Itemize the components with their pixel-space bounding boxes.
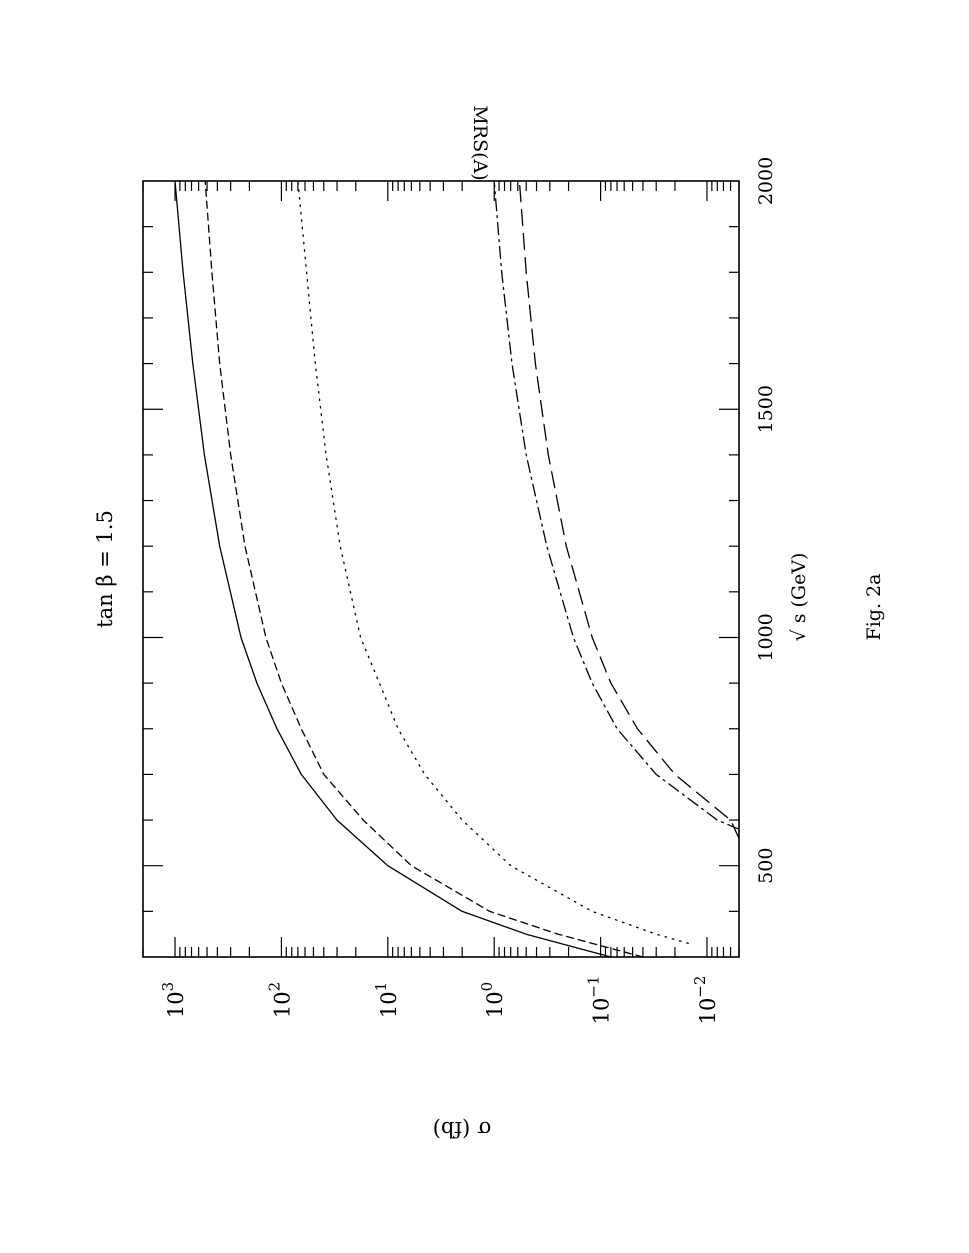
y-tick-label: 100 <box>478 982 507 1018</box>
plot-frame <box>142 180 740 958</box>
x-tick-labels: 500 1000 1500 2000 <box>755 157 777 884</box>
x-axis-label: √ s (GeV) <box>788 553 810 642</box>
svg-text:101: 101 <box>372 982 401 1018</box>
svg-text:102: 102 <box>265 982 294 1018</box>
corner-label: MRS(A) <box>469 105 491 180</box>
svg-text:10−1: 10−1 <box>585 976 614 1025</box>
x-tick-label: 1500 <box>755 385 777 433</box>
minor-ticks <box>142 181 740 957</box>
y-tick-label: 102 <box>265 982 294 1018</box>
series-layer <box>174 180 740 958</box>
series-4-dashdot-line <box>493 180 740 830</box>
svg-text:103: 103 <box>159 982 188 1018</box>
x-tick-label: 500 <box>755 848 777 884</box>
chart-title: tan β = 1.5 <box>93 510 117 628</box>
svg-text:100: 100 <box>478 982 507 1018</box>
series-2-dashed-line <box>204 180 644 958</box>
y-axis-label: σ (fb) <box>433 1117 492 1141</box>
x-tick-label: 1000 <box>755 613 777 661</box>
figure-caption: Fig. 2a <box>863 574 885 641</box>
svg-text:10−2: 10−2 <box>691 976 720 1025</box>
series-1-solid-line <box>174 180 612 958</box>
y-tick-label: 10−1 <box>585 976 614 1025</box>
y-tick-labels: 10−2 10−1 100 101 102 103 <box>159 976 720 1025</box>
series-3-dotted-line <box>297 180 689 944</box>
major-ticks <box>143 181 739 957</box>
y-tick-label: 10−2 <box>691 976 720 1025</box>
y-tick-label: 103 <box>159 982 188 1018</box>
x-tick-label: 2000 <box>755 157 777 205</box>
y-tick-label: 101 <box>372 982 401 1018</box>
series-5-longdash-line <box>518 180 740 839</box>
